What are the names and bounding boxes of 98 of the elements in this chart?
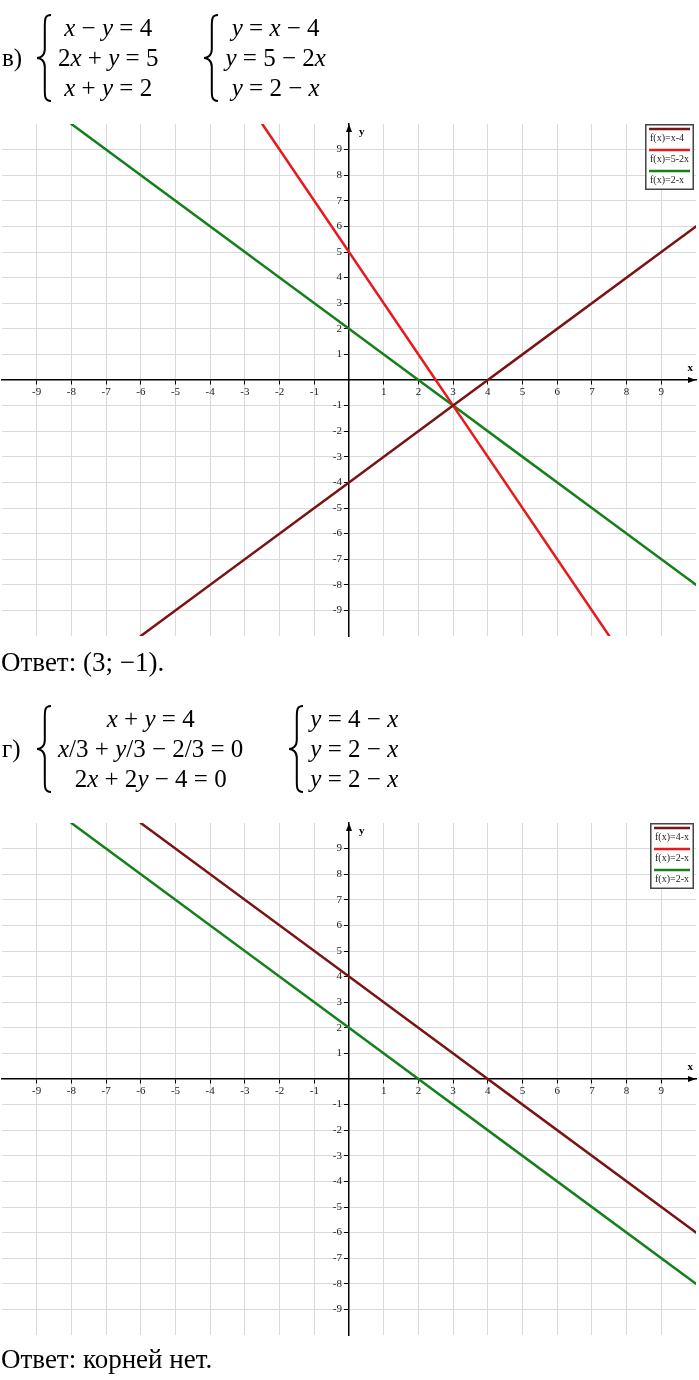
text: y = 2 − x bbox=[310, 734, 399, 764]
x-tick-label: -1 bbox=[309, 1084, 319, 1097]
y-tick-label: 4 bbox=[336, 270, 343, 283]
y-tick-label: -5 bbox=[332, 1199, 343, 1212]
y-tick-label: -1 bbox=[332, 1097, 342, 1110]
x-tick-label: -4 bbox=[205, 385, 216, 398]
y-tick-label: 1 bbox=[336, 1046, 342, 1059]
x-tick-label: -8 bbox=[66, 385, 77, 398]
x-tick-label: 8 bbox=[623, 385, 630, 398]
x-tick-label: -1 bbox=[309, 385, 319, 398]
x-tick-label: 1 bbox=[380, 385, 387, 398]
y-axis-title: y bbox=[359, 823, 365, 836]
y-tick-label: 9 bbox=[336, 142, 343, 155]
x-tick-label: -7 bbox=[101, 385, 112, 398]
y-tick-label: -3 bbox=[332, 1148, 343, 1161]
legend-label: f(x)=x-4 bbox=[650, 131, 685, 144]
y-tick-label: -8 bbox=[332, 1276, 343, 1289]
y-tick-label: -9 bbox=[332, 1302, 343, 1315]
y-tick-label: 3 bbox=[336, 995, 343, 1008]
y-tick-label: 8 bbox=[336, 867, 343, 880]
x-tick-label: 2 bbox=[415, 1084, 422, 1097]
x-tick-label: -5 bbox=[170, 1084, 181, 1097]
y-tick-label: -3 bbox=[332, 449, 343, 462]
y-tick-label: 6 bbox=[336, 918, 343, 931]
x-tick-label: 8 bbox=[623, 1084, 630, 1097]
x-tick-label: 3 bbox=[450, 385, 457, 398]
y-tick-label: -6 bbox=[332, 526, 343, 539]
text: Ответ: (3; −1). bbox=[0, 646, 166, 679]
text: x + y = 4 bbox=[106, 704, 195, 734]
text: 2x + 2y − 4 = 0 bbox=[74, 764, 227, 794]
x-tick-label: 6 bbox=[554, 385, 561, 398]
legend-label: f(x)=4-x bbox=[655, 830, 690, 843]
y-tick-label: 8 bbox=[336, 168, 343, 181]
y-tick-label: -5 bbox=[332, 500, 343, 513]
y-tick-label: 6 bbox=[336, 219, 343, 232]
x-tick-label: -7 bbox=[101, 1084, 112, 1097]
text: 2x + y = 5 bbox=[58, 42, 159, 73]
legend-label: f(x)=5-2x bbox=[650, 152, 690, 165]
y-tick-label: -7 bbox=[332, 552, 343, 565]
chart-title: г) bbox=[1, 735, 22, 763]
x-tick-label: 3 bbox=[450, 1084, 457, 1097]
x-tick-label: -3 bbox=[240, 1084, 250, 1097]
x-tick-label: 9 bbox=[658, 385, 665, 398]
x-tick-label: -4 bbox=[205, 1084, 216, 1097]
y-tick-label: 9 bbox=[336, 841, 343, 854]
text: y = 4 − x bbox=[310, 704, 399, 734]
legend-label: f(x)=2-x bbox=[650, 173, 685, 186]
y-tick-label: 3 bbox=[336, 296, 343, 309]
text: y = 2 − x bbox=[231, 72, 320, 103]
x-tick-label: 5 bbox=[519, 385, 526, 398]
y-axis-title: y bbox=[359, 124, 365, 137]
y-tick-label: 2 bbox=[336, 321, 342, 334]
x-tick-label: -6 bbox=[136, 385, 146, 398]
x-tick-label: 9 bbox=[658, 1084, 665, 1097]
y-tick-label: 7 bbox=[336, 892, 343, 905]
x-tick-label: -5 bbox=[170, 385, 181, 398]
y-tick-label: -4 bbox=[332, 1174, 343, 1187]
x-tick-label: 4 bbox=[485, 1084, 492, 1097]
y-tick-label: 2 bbox=[336, 1020, 342, 1033]
x-tick-label: -6 bbox=[136, 1084, 146, 1097]
text: x/3 + y/3 − 2/3 = 0 bbox=[58, 734, 244, 764]
y-tick-label: -9 bbox=[332, 603, 343, 616]
y-tick-label: 4 bbox=[336, 969, 343, 982]
y-tick-label: 5 bbox=[336, 943, 343, 956]
y-tick-label: -2 bbox=[332, 424, 342, 437]
y-tick-label: -4 bbox=[332, 475, 343, 488]
y-tick-label: -7 bbox=[332, 1251, 343, 1264]
x-tick-label: 6 bbox=[554, 1084, 561, 1097]
x-tick-label: 4 bbox=[485, 385, 492, 398]
x-tick-label: 5 bbox=[519, 1084, 526, 1097]
y-tick-label: 7 bbox=[336, 193, 343, 206]
legend-label: f(x)=2-x bbox=[655, 872, 690, 885]
x-tick-label: 7 bbox=[589, 1084, 596, 1097]
text: y = x − 4 bbox=[231, 12, 320, 43]
y-tick-label: -6 bbox=[332, 1225, 343, 1238]
y-tick-label: 1 bbox=[336, 347, 342, 360]
x-tick-label: 7 bbox=[589, 385, 596, 398]
text: x − y = 4 bbox=[64, 12, 153, 43]
text: y = 2 − x bbox=[310, 764, 399, 794]
x-axis-title: x bbox=[687, 360, 694, 373]
x-tick-label: -9 bbox=[32, 1084, 42, 1097]
x-tick-label: -8 bbox=[66, 1084, 77, 1097]
y-tick-label: -2 bbox=[332, 1123, 342, 1136]
x-axis-title: x bbox=[687, 1059, 694, 1072]
x-tick-label: -2 bbox=[275, 1084, 285, 1097]
legend-label: f(x)=2-x bbox=[655, 851, 690, 864]
x-tick-label: -9 bbox=[32, 385, 42, 398]
y-tick-label: -1 bbox=[332, 398, 342, 411]
x-tick-label: -2 bbox=[275, 385, 285, 398]
y-tick-label: 5 bbox=[336, 244, 343, 257]
text: x + y = 2 bbox=[64, 72, 153, 103]
x-tick-label: 2 bbox=[415, 385, 422, 398]
text: y = 5 − 2x bbox=[225, 42, 326, 73]
x-tick-label: -3 bbox=[240, 385, 250, 398]
text: Ответ: корней нет. bbox=[0, 1343, 214, 1376]
y-tick-label: -8 bbox=[332, 577, 343, 590]
chart-title: в) bbox=[1, 43, 24, 72]
x-tick-label: 1 bbox=[380, 1084, 387, 1097]
